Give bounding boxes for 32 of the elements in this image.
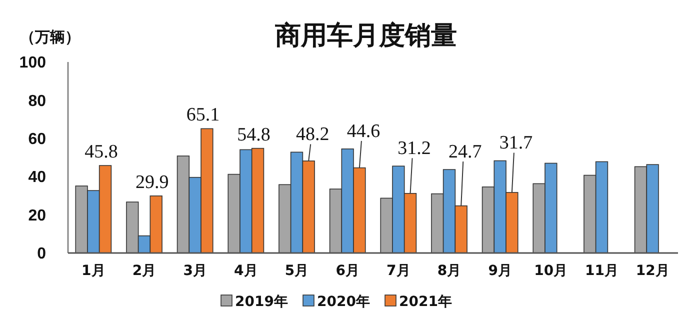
x-tick-label: 12月	[636, 263, 670, 279]
x-tick-label: 4月	[234, 263, 258, 279]
y-axis-title: （万辆）	[20, 28, 80, 46]
data-label: 48.2	[296, 124, 330, 146]
data-label: 29.9	[135, 172, 169, 193]
x-tick-label: 8月	[437, 263, 462, 279]
legend-label: 2020年	[317, 294, 370, 310]
data-label: 31.2	[398, 138, 431, 160]
data-label: 45.8	[84, 142, 118, 163]
chart-title: 商用车月度销量	[274, 21, 457, 51]
x-tick-label: 1月	[82, 263, 106, 279]
x-tick-label: 7月	[386, 263, 410, 279]
y-tick-label: 0	[37, 246, 46, 263]
y-tick-label: 20	[28, 207, 46, 224]
data-label: 24.7	[448, 142, 482, 163]
x-tick-label: 3月	[183, 263, 207, 279]
legend-label: 2021年	[399, 294, 452, 310]
x-tick-label: 6月	[336, 263, 360, 279]
x-tick-label: 5月	[284, 263, 309, 279]
legend-label: 2019年	[235, 294, 288, 310]
data-label: 31.7	[499, 132, 533, 154]
data-label: 44.6	[346, 120, 380, 142]
y-tick-label: 80	[28, 92, 46, 110]
x-tick-label: 11月	[585, 263, 618, 279]
y-tick-label: 100	[19, 54, 46, 72]
x-tick-label: 2月	[132, 263, 156, 279]
y-tick-label: 60	[28, 131, 46, 148]
data-label: 65.1	[186, 104, 220, 126]
x-tick-label: 10月	[534, 263, 568, 279]
x-tick-label: 9月	[488, 263, 512, 279]
y-tick-label: 40	[28, 169, 46, 186]
data-label: 54.8	[237, 124, 270, 146]
